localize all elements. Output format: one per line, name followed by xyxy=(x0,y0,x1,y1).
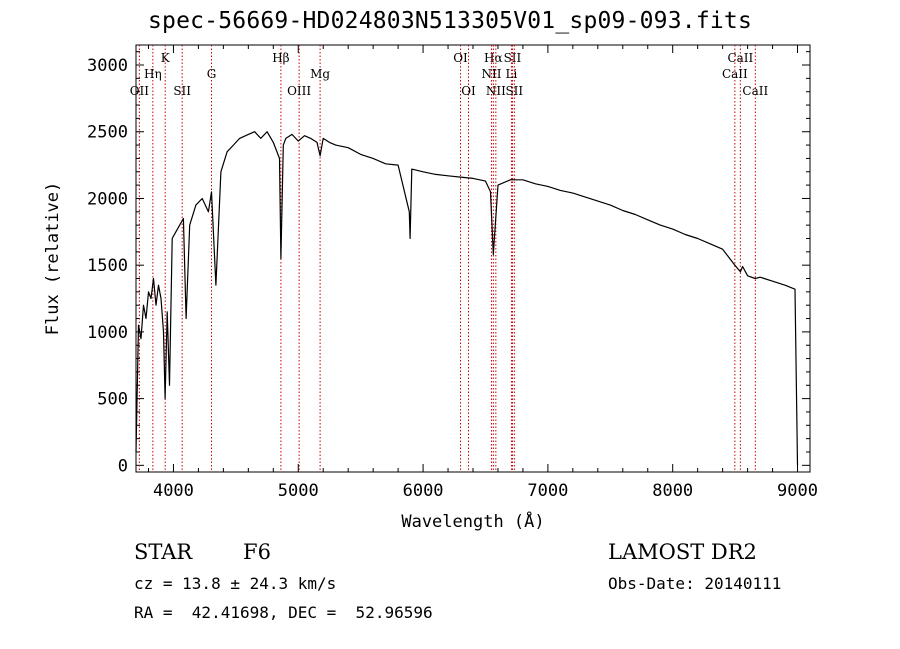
spectral-line-label: OIII xyxy=(287,84,311,98)
spectral-line-label: OI xyxy=(461,84,476,98)
survey-label: LAMOST DR2 xyxy=(608,540,757,564)
spectral-line-label: NII xyxy=(486,84,506,98)
spectrum-series-line xyxy=(135,131,799,466)
y-tick-label: 3000 xyxy=(87,56,128,76)
spectral-line-label: CaII xyxy=(722,67,748,81)
y-tick-label: 1500 xyxy=(87,256,128,276)
y-tick-label: 500 xyxy=(97,390,128,410)
spectral-line-label: Hα xyxy=(484,51,503,65)
obs-date-text: Obs-Date: 20140111 xyxy=(608,574,782,593)
object-subclass-label: F6 xyxy=(243,540,271,564)
spectral-line-label: Mg xyxy=(310,67,330,81)
y-axis-label: Flux (relative) xyxy=(43,182,63,336)
plot-frame xyxy=(135,44,811,473)
chart-title: spec-56669-HD024803N513305V01_sp09-093.f… xyxy=(147,8,753,34)
spectral-line-label: NII xyxy=(481,67,501,81)
spectral-line-label: SII xyxy=(505,84,523,98)
spectral-line-label: Hη xyxy=(144,67,162,81)
spectral-line-label: SII xyxy=(504,51,522,65)
spectral-line-label: OI xyxy=(453,51,468,65)
y-tick-label: 1000 xyxy=(87,323,128,343)
spectral-line-label: Hβ xyxy=(272,51,289,65)
x-axis-label: Wavelength (Å) xyxy=(401,510,544,532)
spectral-line-label: G xyxy=(207,67,217,81)
spectral-line-label: K xyxy=(161,51,171,65)
x-tick-label: 4000 xyxy=(153,481,194,501)
spectral-line-label: OII xyxy=(130,84,150,98)
object-class-label: STAR xyxy=(134,540,193,564)
y-tick-label: 0 xyxy=(118,456,128,476)
x-tick-label: 8000 xyxy=(652,481,693,501)
x-tick-label: 5000 xyxy=(278,481,319,501)
x-tick-label: 9000 xyxy=(777,481,818,501)
x-tick-label: 6000 xyxy=(403,481,444,501)
spectral-line-label: CaII xyxy=(727,51,753,65)
y-tick-label: 2000 xyxy=(87,189,128,209)
redshift-text: cz = 13.8 ± 24.3 km/s xyxy=(134,574,337,593)
coordinates-text: RA = 42.41698, DEC = 52.96596 xyxy=(134,603,433,622)
y-tick-label: 2500 xyxy=(87,123,128,143)
x-tick-label: 7000 xyxy=(527,481,568,501)
spectral-line-label: Li xyxy=(506,67,518,81)
spectral-line-label: SII xyxy=(173,84,191,98)
spectral-line-label: CaII xyxy=(742,84,768,98)
